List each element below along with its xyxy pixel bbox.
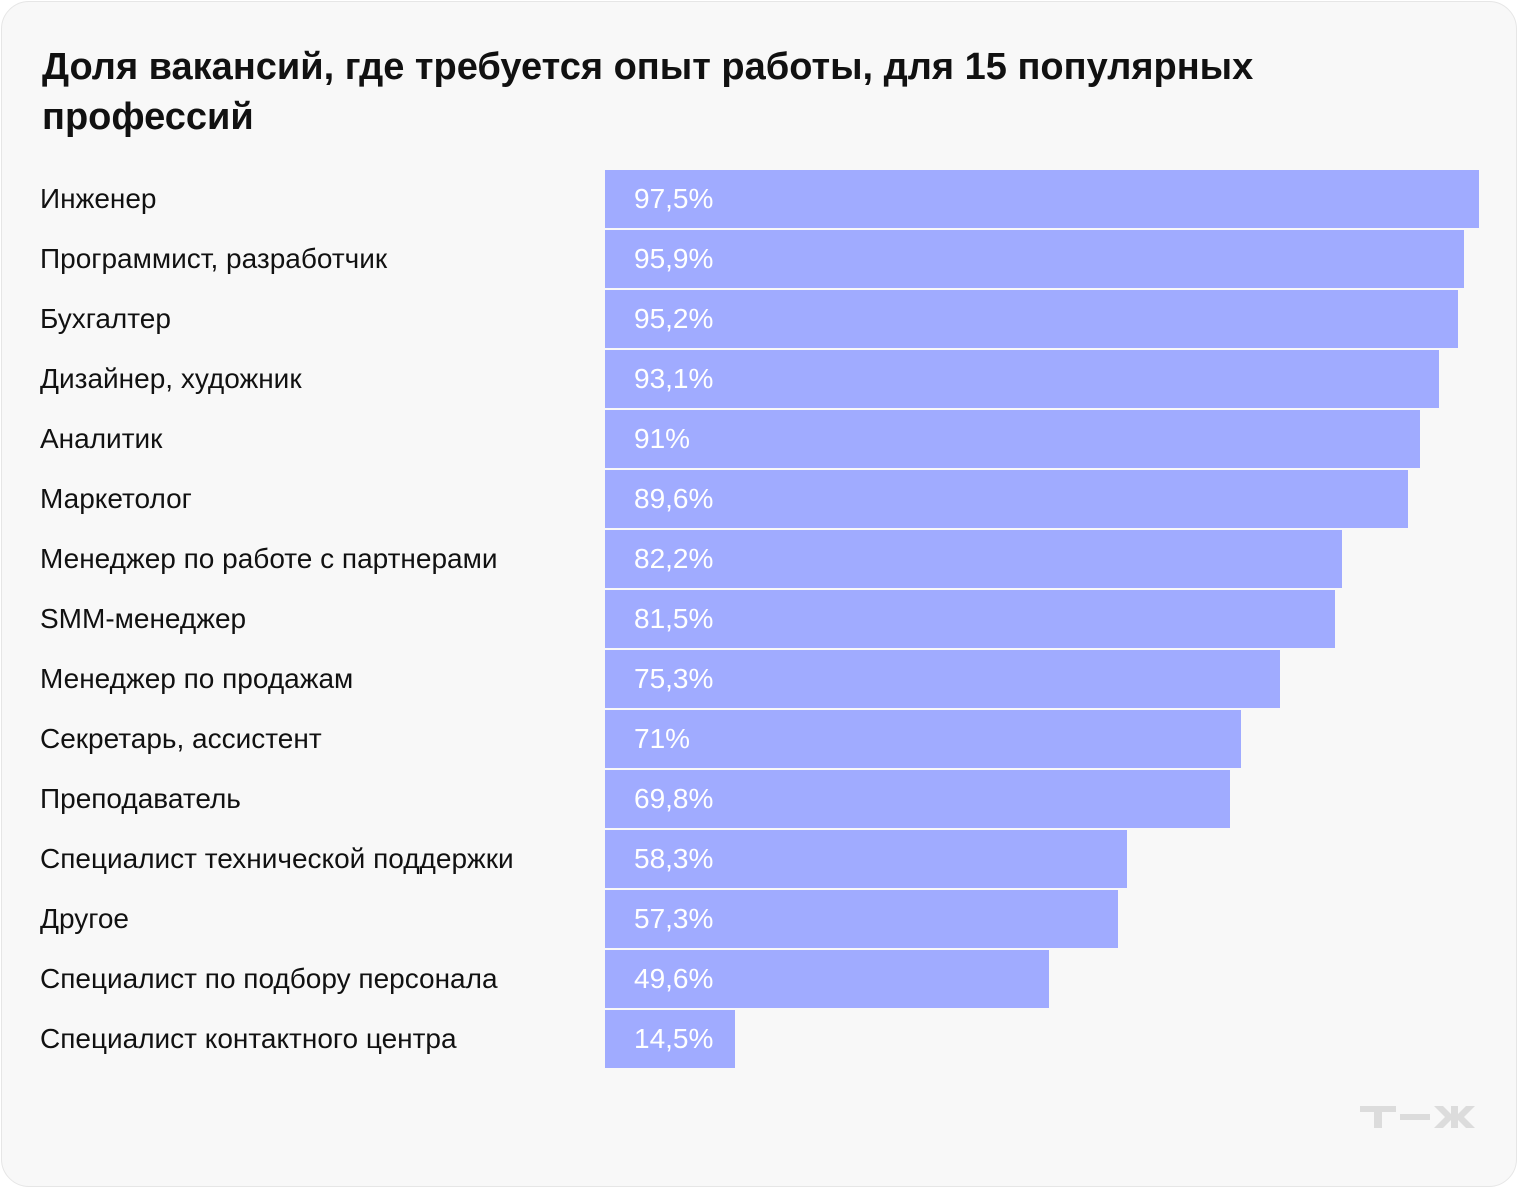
bar <box>605 650 1280 708</box>
category-label: Менеджер по продажам <box>40 663 354 694</box>
category-label: SMM-менеджер <box>40 603 247 634</box>
data-label: 95,2% <box>634 303 714 334</box>
tzh-logo <box>1360 1106 1475 1128</box>
category-label: Аналитик <box>40 423 163 454</box>
category-label: Другое <box>40 903 129 934</box>
category-label: Бухгалтер <box>40 303 171 334</box>
data-label: 81,5% <box>634 603 714 634</box>
bar <box>605 950 1050 1008</box>
category-label: Секретарь, ассистент <box>40 723 322 754</box>
bar <box>605 350 1440 408</box>
category-label: Инженер <box>40 183 157 214</box>
data-label: 58,3% <box>634 843 714 874</box>
bar <box>605 830 1128 888</box>
bar <box>605 770 1231 828</box>
category-label: Дизайнер, художник <box>40 363 302 394</box>
category-label: Менеджер по работе с партнерами <box>40 543 498 574</box>
data-label: 97,5% <box>634 183 714 214</box>
bar <box>605 410 1421 468</box>
bar <box>605 470 1408 528</box>
category-label: Специалист по подбору персонала <box>40 963 498 994</box>
category-label: Маркетолог <box>40 483 192 514</box>
bar <box>605 290 1458 348</box>
category-label: Программист, разработчик <box>40 243 388 274</box>
data-label: 82,2% <box>634 543 714 574</box>
data-label: 91% <box>634 423 691 454</box>
bar <box>605 710 1242 768</box>
data-label: 14,5% <box>634 1023 714 1054</box>
data-label: 71% <box>634 723 691 754</box>
category-label: Преподаватель <box>40 783 241 814</box>
data-label: 69,8% <box>634 783 714 814</box>
chart-title: Доля вакансий, где требуется опыт работы… <box>42 46 1254 138</box>
data-label: 75,3% <box>634 663 714 694</box>
data-label: 49,6% <box>634 963 714 994</box>
bar <box>605 530 1342 588</box>
bar <box>605 170 1479 228</box>
bar <box>605 590 1336 648</box>
category-label: Специалист технической поддержки <box>40 843 514 874</box>
bar <box>605 1010 735 1068</box>
bar <box>605 230 1465 288</box>
bar <box>605 890 1119 948</box>
data-label: 93,1% <box>634 363 714 394</box>
data-label: 57,3% <box>634 903 714 934</box>
data-label: 89,6% <box>634 483 714 514</box>
data-label: 95,9% <box>634 243 714 274</box>
category-label: Специалист контактного центра <box>40 1023 457 1054</box>
